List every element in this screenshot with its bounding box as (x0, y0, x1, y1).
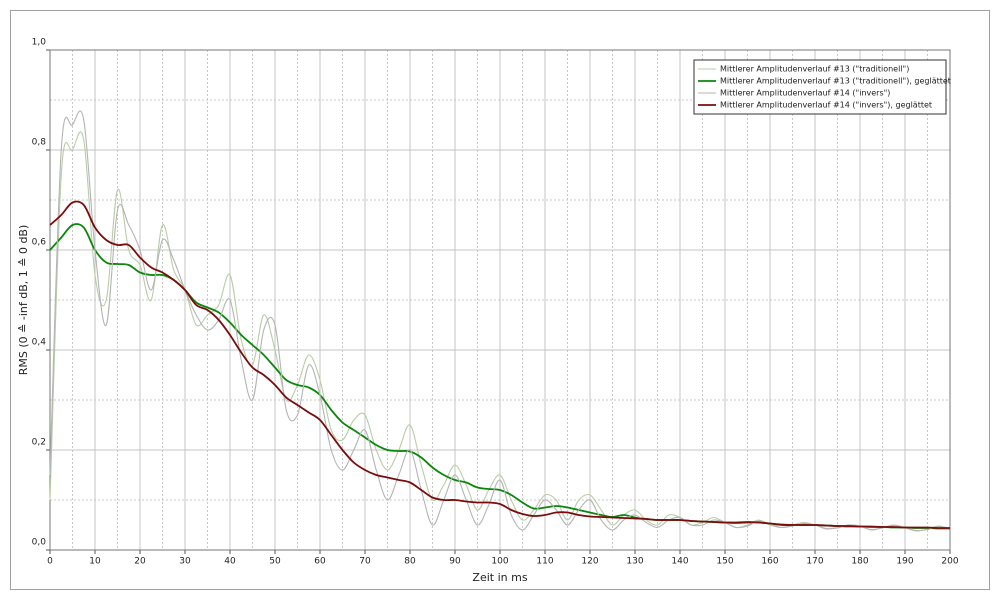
x-tick-label: 170 (806, 557, 823, 567)
series-line (49, 200, 951, 529)
x-tick-label: 140 (671, 557, 688, 567)
x-tick-label: 70 (359, 557, 371, 567)
x-tick-label: 90 (449, 557, 461, 567)
y-tick-label: 0,0 (32, 538, 47, 548)
y-tick-label: 0,4 (32, 338, 47, 348)
x-tick-label: 150 (716, 557, 733, 567)
x-tick-label: 160 (761, 557, 778, 567)
x-tick-label: 180 (851, 557, 868, 567)
x-tick-label: 110 (536, 557, 553, 567)
x-tick-label: 10 (89, 557, 101, 567)
x-tick-label: 80 (404, 557, 416, 567)
x-tick-label: 190 (896, 557, 913, 567)
y-tick-label: 0,6 (32, 238, 47, 248)
y-axis-title: RMS (0 ≙ -inf dB, 1 ≙ 0 dB) (17, 225, 30, 376)
x-tick-label: 100 (491, 557, 508, 567)
x-tick-label: 40 (224, 557, 236, 567)
legend-box (693, 59, 947, 115)
x-tick-label: 60 (314, 557, 326, 567)
legend-text: Mittlerer Amplitudenverlauf #14 ("invers… (720, 89, 890, 98)
x-tick-label: 50 (269, 557, 281, 567)
x-tick-label: 30 (179, 557, 191, 567)
y-tick-label: 0,8 (32, 138, 47, 148)
x-axis-title: Zeit in ms (472, 571, 527, 584)
y-tick-label: 0,2 (32, 438, 46, 448)
legend-text: Mittlerer Amplitudenverlauf #13 ("tradit… (720, 65, 909, 74)
x-tick-label: 120 (581, 557, 598, 567)
x-tick-label: 200 (941, 557, 958, 567)
plot-area (49, 49, 951, 551)
y-tick-label: 1,0 (32, 38, 47, 48)
x-tick-label: 0 (47, 557, 53, 567)
x-tick-label: 130 (626, 557, 643, 567)
legend-text: Mittlerer Amplitudenverlauf #13 ("tradit… (720, 77, 951, 86)
x-tick-label: 20 (134, 557, 146, 567)
legend-text: Mittlerer Amplitudenverlauf #14 ("invers… (720, 101, 932, 110)
